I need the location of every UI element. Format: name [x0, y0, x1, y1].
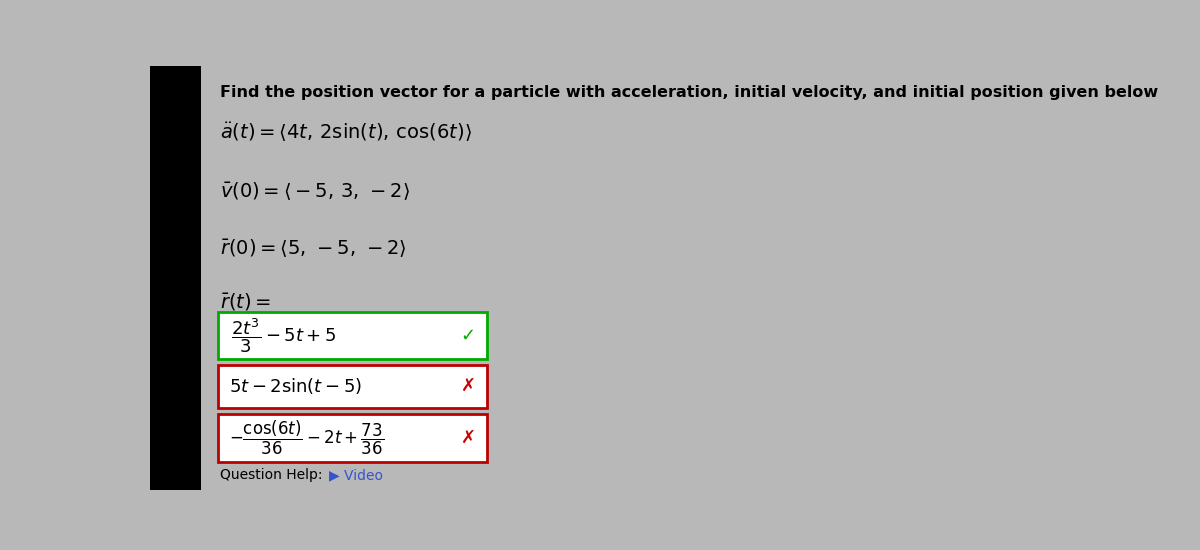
- Text: $-\dfrac{\cos(6t)}{36} - 2t + \dfrac{73}{36}$: $-\dfrac{\cos(6t)}{36} - 2t + \dfrac{73}…: [229, 419, 384, 457]
- FancyBboxPatch shape: [218, 414, 487, 461]
- Text: $\bar{r}(t) =$: $\bar{r}(t) =$: [220, 290, 271, 311]
- Text: ▶ Video: ▶ Video: [329, 468, 383, 482]
- Text: ✗: ✗: [461, 429, 475, 447]
- Text: $5t - 2\sin(t - 5)$: $5t - 2\sin(t - 5)$: [229, 376, 362, 396]
- Text: $\bar{r}(0) = \langle 5,\, -5,\, -2 \rangle$: $\bar{r}(0) = \langle 5,\, -5,\, -2 \ran…: [220, 237, 407, 259]
- FancyBboxPatch shape: [218, 365, 487, 408]
- Text: ✗: ✗: [461, 377, 475, 395]
- Text: Question Help:: Question Help:: [220, 468, 323, 482]
- Text: Find the position vector for a particle with acceleration, initial velocity, and: Find the position vector for a particle …: [220, 85, 1158, 100]
- Text: ✓: ✓: [461, 326, 475, 344]
- Text: $\ddot{a}(t) = \langle 4t,\, 2\sin(t),\, \cos(6t) \rangle$: $\ddot{a}(t) = \langle 4t,\, 2\sin(t),\,…: [220, 120, 472, 144]
- FancyBboxPatch shape: [150, 66, 202, 490]
- FancyBboxPatch shape: [218, 312, 487, 359]
- Text: $\dfrac{2t^3}{3} - 5t + 5$: $\dfrac{2t^3}{3} - 5t + 5$: [230, 316, 336, 355]
- Text: $\bar{v}(0) = \langle -5,\, 3,\, -2 \rangle$: $\bar{v}(0) = \langle -5,\, 3,\, -2 \ran…: [220, 180, 409, 202]
